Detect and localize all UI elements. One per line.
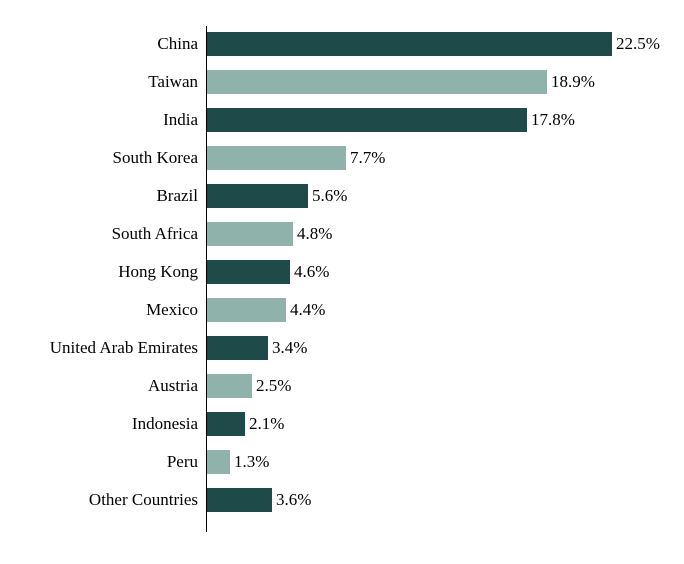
value-label: 7.7% [350,146,385,170]
category-label: South Africa [0,222,198,246]
bar [207,374,252,398]
bar-row: Other Countries 3.6% [0,488,684,512]
bar-row: Brazil 5.6% [0,184,684,208]
value-label: 4.6% [294,260,329,284]
value-label: 1.3% [234,450,269,474]
bar [207,70,547,94]
bar [207,184,308,208]
bar-row: Hong Kong 4.6% [0,260,684,284]
bar-row: South Africa 4.8% [0,222,684,246]
value-label: 4.8% [297,222,332,246]
value-label: 22.5% [616,32,660,56]
category-label: Mexico [0,298,198,322]
bar [207,32,612,56]
bar [207,260,290,284]
category-label: Hong Kong [0,260,198,284]
value-label: 2.1% [249,412,284,436]
category-label: India [0,108,198,132]
category-label: Indonesia [0,412,198,436]
bar-row: United Arab Emirates 3.4% [0,336,684,360]
bar [207,298,286,322]
bar [207,146,346,170]
value-label: 4.4% [290,298,325,322]
value-label: 18.9% [551,70,595,94]
bar-row: Mexico 4.4% [0,298,684,322]
value-label: 17.8% [531,108,575,132]
category-label: Austria [0,374,198,398]
category-label: South Korea [0,146,198,170]
bar-row: South Korea 7.7% [0,146,684,170]
category-label: Other Countries [0,488,198,512]
category-label: United Arab Emirates [0,336,198,360]
value-label: 5.6% [312,184,347,208]
bar-row: Taiwan 18.9% [0,70,684,94]
country-allocation-bar-chart: China 22.5% Taiwan 18.9% India 17.8% South Kor… [0,0,684,564]
bar-row: China 22.5% [0,32,684,56]
bar [207,336,268,360]
bar [207,488,272,512]
bar [207,450,230,474]
bar-row: Austria 2.5% [0,374,684,398]
category-label: Peru [0,450,198,474]
category-label: China [0,32,198,56]
category-label: Brazil [0,184,198,208]
bar-row: India 17.8% [0,108,684,132]
bar [207,412,245,436]
value-label: 3.6% [276,488,311,512]
bar-row: Indonesia 2.1% [0,412,684,436]
category-label: Taiwan [0,70,198,94]
bar [207,222,293,246]
value-label: 3.4% [272,336,307,360]
value-label: 2.5% [256,374,291,398]
bar-row: Peru 1.3% [0,450,684,474]
bar [207,108,527,132]
